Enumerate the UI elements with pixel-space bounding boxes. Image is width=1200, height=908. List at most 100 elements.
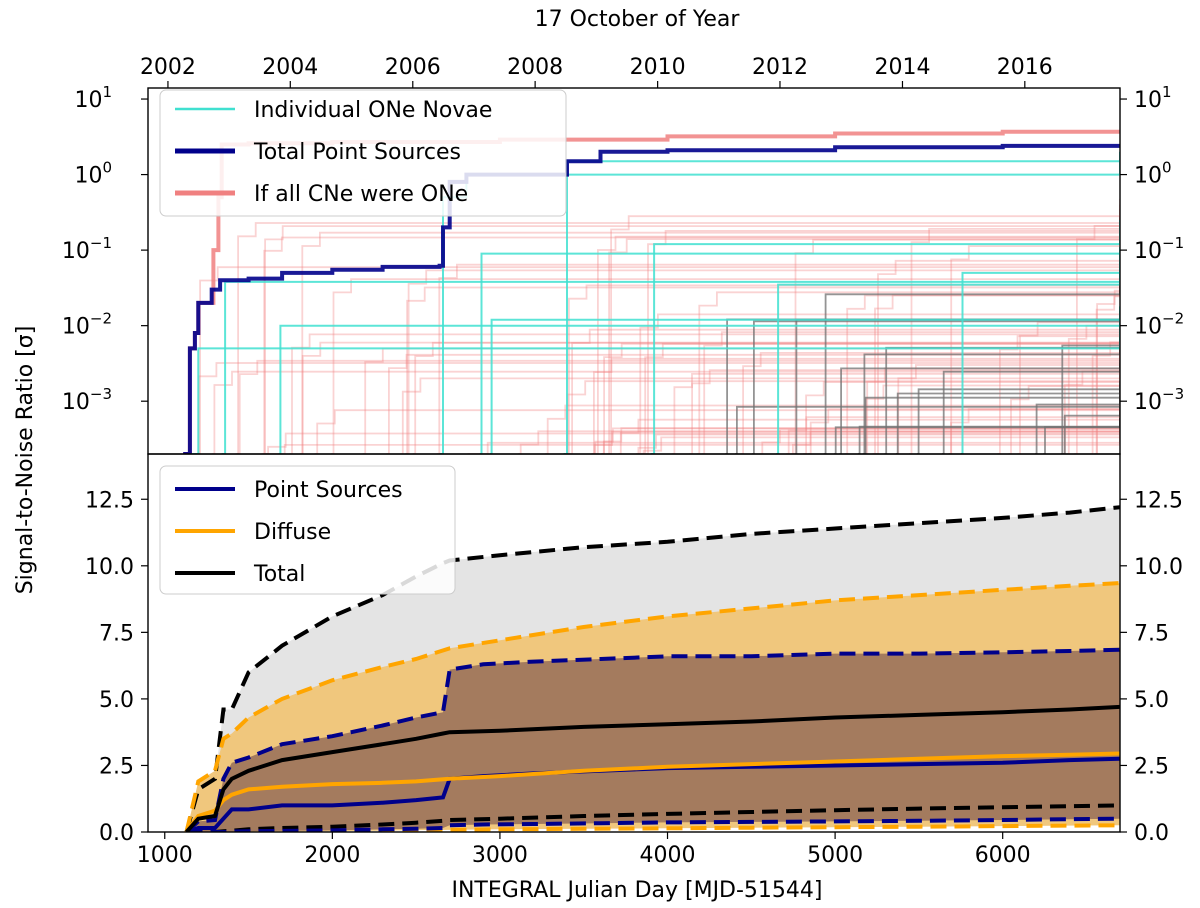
ensemble-pink-line-12 [689, 363, 1120, 454]
ensemble-pink-line-22 [601, 335, 1120, 454]
bottom-xtick-label-4: 5000 [807, 843, 863, 868]
ensemble-pink-line-40 [641, 428, 1120, 454]
bottom-ytick-label-right-1: 2.5 [1134, 754, 1169, 779]
ensemble-grey-line-6 [735, 398, 1120, 454]
bottom-ytick-label-left-4: 10.0 [85, 555, 134, 580]
ensemble-pink-line-68 [1066, 321, 1120, 454]
bottom-ytick-label-right-3: 7.5 [1134, 621, 1169, 646]
top-xtick-label-1: 2004 [262, 55, 318, 80]
ensemble-pink-line-13 [895, 355, 1120, 454]
ensemble-pink-line-43 [314, 406, 1120, 454]
top-xtick-label-2: 2006 [385, 55, 441, 80]
diffuse-line [184, 751, 1120, 832]
ensemble-pink-line-5 [404, 281, 1120, 454]
bottom-ytick-label-right-4: 10.0 [1134, 555, 1183, 580]
total-point-sources-line [183, 143, 1120, 454]
ensemble-grey-line-3 [1035, 395, 1120, 454]
top-ytick-label-right-2: 10−1 [1134, 234, 1184, 264]
ensemble-pink-line-9 [362, 335, 1120, 454]
ensemble-pink-line-66 [808, 402, 1120, 454]
ensemble-pink-line-8 [300, 324, 1120, 454]
ensemble-pink-line-27 [211, 361, 1120, 454]
nova-line-0 [191, 319, 1120, 454]
ensemble-pink-line-31 [592, 409, 1120, 454]
ensemble-grey-line-17 [917, 380, 1120, 454]
legend-label-diffuse: Diffuse [254, 520, 331, 545]
ensemble-pink-line-23 [406, 264, 1120, 454]
top-ytick-label-left-0: 101 [74, 83, 112, 113]
top-xtick-label-0: 2002 [140, 55, 196, 80]
ensemble-pink-line-28 [386, 340, 1120, 454]
nova-line-9 [960, 247, 1120, 454]
ensemble-pink-line-10 [803, 375, 1120, 454]
ensemble-pink-line-20 [1062, 360, 1120, 454]
ensemble-grey-line-1 [823, 285, 1120, 454]
ensemble-pink-line-30 [196, 349, 1120, 454]
top-legend-box [159, 89, 567, 217]
diffuse-upper-dashed [184, 581, 1120, 832]
ensemble-grey-line-16 [1043, 418, 1120, 454]
ensemble-pink-line-69 [545, 391, 1120, 454]
ensemble-pink-line-18 [601, 423, 1120, 454]
ensemble-pink-line-54 [299, 218, 1120, 454]
ensemble-pink-line-7 [235, 204, 1120, 454]
top-ytick-label-left-2: 10−1 [62, 234, 112, 264]
ensemble-grey-line-14 [857, 418, 1120, 454]
legend-label-total-point: Total Point Sources [253, 140, 461, 165]
bottom-xtick-label-1: 2000 [304, 843, 360, 868]
ensemble-pink-line-24 [436, 247, 1120, 454]
ensemble-grey-line-7 [896, 384, 1120, 454]
bottom-panel-frame [147, 453, 1121, 833]
ensemble-grey-line-15 [752, 312, 1120, 454]
bottom-ytick-label-right-2: 5.0 [1134, 688, 1169, 713]
ensemble-pink-line-52 [591, 346, 1120, 454]
bottom-ytick-label-left-5: 12.5 [85, 488, 134, 513]
ensemble-pink-line-41 [635, 424, 1120, 454]
top-ytick-label-left-4: 10−3 [62, 385, 112, 415]
ensemble-pink-line-59 [1094, 279, 1120, 454]
ensemble-pink-line-39 [948, 239, 1120, 454]
top-axis-label: 17 October of Year [535, 7, 741, 32]
top-ytick-label-right-3: 10−2 [1134, 310, 1184, 340]
ensemble-pink-line-11 [1090, 334, 1120, 454]
ensemble-pink-line-0 [637, 308, 1120, 454]
ensemble-pink-line-15 [997, 328, 1120, 454]
ensemble-pink-line-44 [759, 418, 1120, 454]
bottom-xtick-label-3: 4000 [640, 843, 696, 868]
ensemble-grey-line-12 [1063, 407, 1120, 454]
bottom-legend: Point Sources Diffuse Total [159, 465, 456, 595]
ensemble-pink-line-47 [864, 350, 1120, 454]
ensemble-pink-line-32 [606, 225, 1120, 454]
top-panel-plot [183, 129, 1120, 454]
ensemble-pink-line-48 [844, 287, 1120, 454]
ensemble-pink-line-29 [863, 367, 1120, 454]
ensemble-pink-line-25 [1074, 208, 1120, 454]
bottom-ytick-label-left-1: 2.5 [99, 754, 134, 779]
top-xtick-label-7: 2016 [997, 55, 1053, 80]
ensemble-pink-line-6 [701, 325, 1120, 454]
ensemble-grey-line-2 [942, 363, 1120, 454]
top-xtick-label-3: 2008 [507, 55, 563, 80]
bottom-ytick-label-left-3: 7.5 [99, 621, 134, 646]
y-axis-label: Signal-to-Noise Ratio [σ] [13, 326, 38, 595]
ensemble-pink-line-57 [569, 314, 1120, 454]
ensemble-pink-line-64 [237, 349, 1120, 454]
bottom-xtick-label-5: 6000 [975, 843, 1031, 868]
bottom-ytick-label-right-5: 12.5 [1134, 488, 1183, 513]
nova-line-5 [489, 306, 1120, 454]
bottom-ytick-label-left-0: 0.0 [99, 821, 134, 846]
ensemble-pink-line-49 [518, 413, 1120, 454]
ensemble-pink-line-1 [412, 330, 1120, 454]
ensemble-pink-line-67 [671, 370, 1120, 454]
nova-line-7 [650, 220, 1120, 454]
ensemble-pink-line-53 [1017, 311, 1120, 454]
nova-line-8 [776, 272, 1120, 454]
x-axis-label: INTEGRAL Julian Day [MJD-51544] [451, 878, 822, 903]
ensemble-pink-line-26 [872, 282, 1120, 454]
legend-label-all-one: If all CNe were ONe [254, 182, 468, 207]
ensemble-pink-line-51 [467, 429, 1120, 454]
legend-label-novae: Individual ONe Novae [254, 98, 492, 123]
total-line [185, 704, 1120, 832]
top-ytick-label-left-1: 100 [74, 159, 112, 189]
ensemble-pink-line-21 [642, 327, 1120, 454]
